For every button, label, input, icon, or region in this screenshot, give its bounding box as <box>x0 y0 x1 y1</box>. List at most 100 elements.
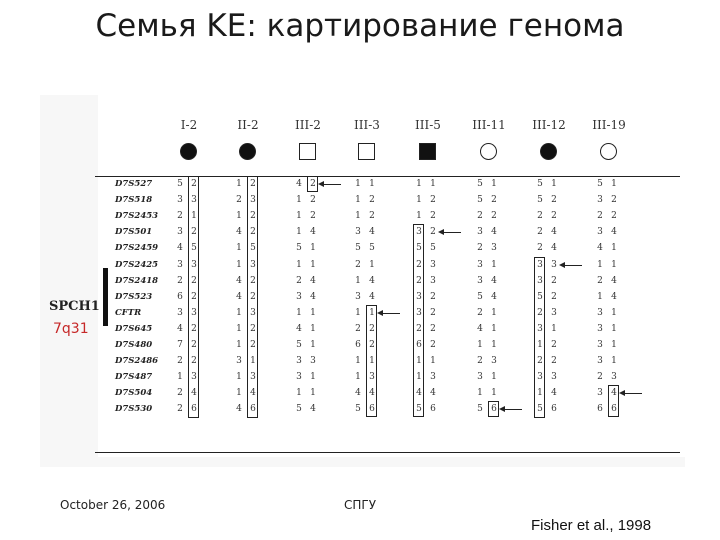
allele-value: 5 <box>250 243 256 254</box>
allele-value: 1 <box>611 340 617 350</box>
allele-value: 1 <box>236 307 242 318</box>
allele-value: 2 <box>430 211 436 222</box>
allele-value: 1 <box>355 307 361 318</box>
allele-value: 5 <box>296 404 302 415</box>
haplotype-box <box>488 401 499 418</box>
allele-value: 6 <box>250 404 256 415</box>
allele-value: 5 <box>191 243 197 254</box>
allele-value: 3 <box>597 356 603 367</box>
allele-value: 1 <box>355 211 361 222</box>
allele-value: 4 <box>611 291 617 302</box>
figure-top-rule <box>95 176 680 177</box>
marker-label: D7S501 <box>115 227 153 238</box>
allele-value: 4 <box>551 243 557 254</box>
allele-value: 1 <box>416 211 422 222</box>
allele-value: 1 <box>296 211 302 222</box>
allele-value: 1 <box>296 259 302 270</box>
allele-value: 4 <box>491 291 497 302</box>
allele-value: 4 <box>177 323 183 334</box>
allele-value: 3 <box>477 275 483 286</box>
allele-value: 3 <box>310 356 316 367</box>
figure-bottom-rule <box>95 452 680 453</box>
allele-value: 3 <box>551 259 557 270</box>
allele-value: 5 <box>477 179 483 189</box>
footer-date: October 26, 2006 <box>60 498 166 512</box>
allele-value: 3 <box>537 372 543 383</box>
allele-value: 1 <box>296 307 302 318</box>
allele-value: 6 <box>491 404 497 415</box>
allele-value: 3 <box>430 259 436 270</box>
allele-value: 1 <box>191 211 197 222</box>
allele-value: 2 <box>551 211 557 222</box>
individual-label-1: II-2 <box>237 118 259 132</box>
allele-value: 2 <box>369 211 375 222</box>
allele-value: 2 <box>369 195 375 206</box>
allele-value: 2 <box>537 307 543 318</box>
marker-label: D7S2425 <box>115 259 159 270</box>
allele-value: 2 <box>191 179 197 189</box>
allele-value: 3 <box>537 323 543 334</box>
allele-value: 1 <box>597 291 603 302</box>
allele-value: 2 <box>611 211 617 222</box>
allele-value: 2 <box>250 211 256 222</box>
allele-value: 1 <box>296 388 302 399</box>
allele-value: 3 <box>177 259 183 270</box>
individual-label-2: III-2 <box>295 118 321 132</box>
allele-value: 4 <box>236 275 242 286</box>
allele-value: 5 <box>416 404 422 415</box>
allele-value: 1 <box>416 179 422 189</box>
marker-label: D7S523 <box>115 291 153 302</box>
allele-value: 2 <box>430 340 436 350</box>
allele-value: 2 <box>537 211 543 222</box>
allele-value: 6 <box>177 291 183 302</box>
pedigree-symbol-circle-6 <box>540 143 557 160</box>
marker-label: D7S2459 <box>115 243 159 254</box>
allele-value: 1 <box>611 179 617 189</box>
individual-label-7: III-19 <box>592 118 626 132</box>
allele-value: 2 <box>369 340 375 350</box>
allele-value: 2 <box>369 323 375 334</box>
allele-value: 4 <box>369 291 375 302</box>
marker-label: D7S2486 <box>115 356 159 367</box>
pedigree-symbol-circle-0 <box>180 143 197 160</box>
allele-value: 5 <box>355 404 361 415</box>
allele-value: 3 <box>551 372 557 383</box>
allele-value: 3 <box>597 307 603 318</box>
allele-value: 1 <box>491 340 497 350</box>
allele-value: 1 <box>355 356 361 367</box>
allele-value: 6 <box>355 340 361 350</box>
allele-value: 6 <box>416 340 422 350</box>
allele-value: 2 <box>250 340 256 350</box>
allele-value: 1 <box>177 372 183 383</box>
allele-value: 5 <box>597 179 603 189</box>
allele-value: 3 <box>430 372 436 383</box>
haplotype-box <box>608 385 619 418</box>
allele-value: 1 <box>537 388 543 399</box>
allele-value: 2 <box>191 227 197 238</box>
allele-value: 3 <box>416 307 422 318</box>
spch1-label: SPCH1 <box>49 299 100 314</box>
allele-value: 4 <box>611 388 617 399</box>
pedigree-symbol-square-3 <box>358 143 375 160</box>
allele-value: 2 <box>477 307 483 318</box>
allele-value: 6 <box>611 404 617 415</box>
pedigree-symbol-circle-7 <box>600 143 617 160</box>
allele-value: 5 <box>477 195 483 206</box>
allele-value: 3 <box>250 259 256 270</box>
allele-value: 3 <box>491 243 497 254</box>
allele-value: 3 <box>191 372 197 383</box>
allele-value: 2 <box>551 356 557 367</box>
allele-value: 3 <box>191 307 197 318</box>
allele-value: 1 <box>236 388 242 399</box>
allele-value: 5 <box>296 243 302 254</box>
allele-value: 2 <box>537 243 543 254</box>
allele-value: 4 <box>611 275 617 286</box>
allele-value: 1 <box>369 356 375 367</box>
allele-value: 3 <box>477 372 483 383</box>
allele-value: 2 <box>416 323 422 334</box>
allele-value: 4 <box>491 227 497 238</box>
allele-value: 5 <box>177 179 183 189</box>
allele-value: 4 <box>177 243 183 254</box>
allele-value: 1 <box>355 179 361 189</box>
allele-value: 1 <box>430 179 436 189</box>
